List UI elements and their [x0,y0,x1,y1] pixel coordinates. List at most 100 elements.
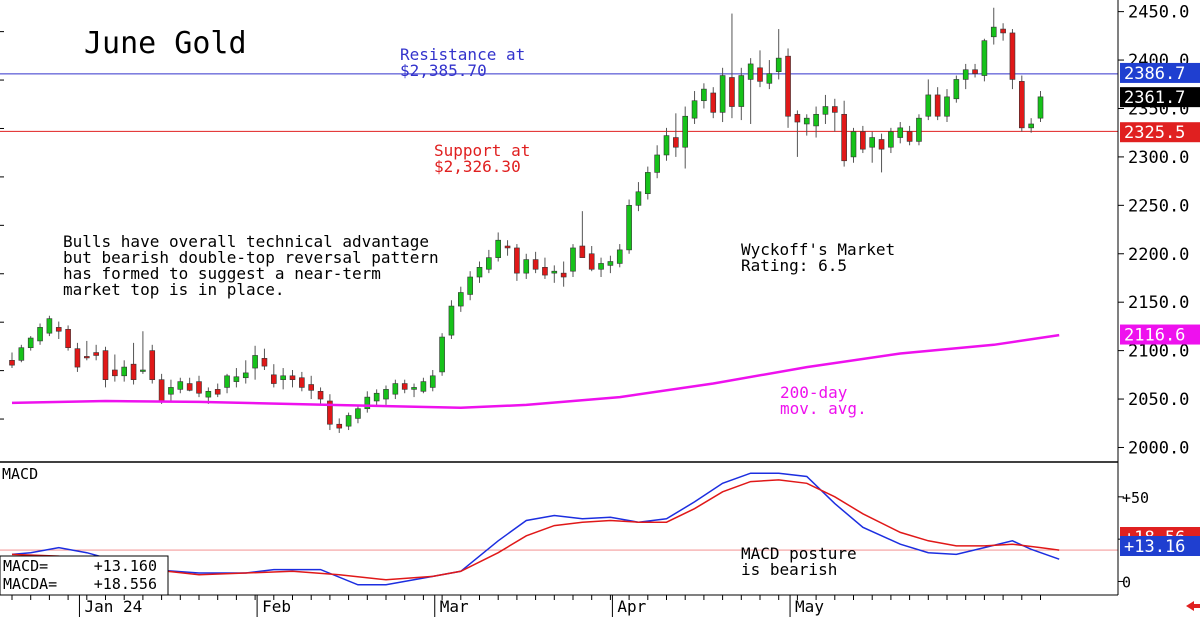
candle-up [616,249,623,264]
macd-line [11,472,1060,586]
candle-up [392,383,399,395]
candle-down [532,259,539,270]
candle-up [869,137,876,148]
candle-up [888,131,894,148]
candle-down [514,247,520,274]
candle-down [579,245,586,258]
candle-up [457,292,464,307]
candle-up [663,135,670,156]
candle-up [37,327,43,342]
candle-down [934,94,941,117]
candle-up [439,336,445,373]
candle-up [644,172,651,195]
candle-up [626,205,632,251]
candle-down [74,348,81,368]
ma-flag [1120,324,1200,345]
candle-down [794,113,801,123]
candle-up [383,389,389,400]
candle-up [738,75,745,107]
candle-down [542,267,548,276]
candle-up [523,259,530,274]
candle-up [775,57,782,72]
candle-up [990,26,997,38]
price-tick-label: 2450.0 [1128,3,1189,23]
candle-up [467,276,473,295]
candle-up [953,79,960,100]
candle-up [598,263,604,270]
date-axis: Jan 24 Feb Mar Apr May [11,595,1041,617]
macd-tick-label: 0 [1122,573,1131,591]
moving-average [11,333,1060,410]
candle-up [252,355,258,369]
date-tick-label: Apr [617,597,646,616]
candle-up [46,318,53,334]
candle-down [860,131,866,150]
candle-up [355,408,361,419]
candle-up [233,376,240,382]
candle-up [813,113,819,127]
candle-up [177,381,184,390]
macd-lines [11,472,1060,586]
candle-up [168,387,174,395]
candle-down [84,356,90,359]
candle-down [785,55,791,117]
candle-down [261,358,268,367]
scroll-arrow-icon[interactable] [1186,601,1200,611]
last-price-flag-text: 2361.7 [1124,88,1185,108]
candle-down [560,272,567,278]
ma-200-line [11,333,1060,410]
commentary-text: Bulls have overall technical advantage bu… [63,232,439,299]
date-tick-label: Jan 24 [84,597,142,616]
candlesticks [9,7,1044,433]
candle-down [673,137,679,148]
candle-up [1037,96,1044,119]
resistance-flag-text: 2386.7 [1124,64,1185,84]
candle-down [710,92,717,113]
price-tick-label: 2300.0 [1128,148,1189,168]
candle-up [850,131,857,158]
candle-up [429,375,436,388]
date-tick-label: May [795,597,824,616]
support-flag-text: 2325.5 [1124,123,1185,143]
candle-down [93,352,99,356]
macda-readout-label: MACDA= [3,575,57,593]
candle-up [224,375,230,388]
candle-up [345,415,352,427]
candle-down [102,350,109,380]
candle-down [196,381,202,394]
last-price-flag [1120,87,1200,108]
candle-down [972,69,978,74]
candle-up [701,88,707,102]
candle-up [140,369,146,372]
candle-down [327,400,333,425]
date-tick-label: Feb [262,597,291,616]
date-tick-label: Mar [440,597,469,616]
candle-down [729,77,735,107]
chart-title: June Gold [84,26,247,61]
candle-up [1028,123,1034,129]
candle-up [981,40,988,76]
candle-down [878,139,885,150]
candle-down [149,350,156,380]
resistance-label: Resistance at $2,385.70 [400,45,525,80]
candle-down [757,67,763,82]
annotations: Resistance at $2,385.70 Support at $2,326.3… [63,45,895,579]
candle-up [803,117,810,125]
macd-readout-value: +13.160 [94,557,157,575]
candle-down [158,379,165,402]
candle-down [9,360,15,366]
price-tick-label: 2100.0 [1128,342,1189,362]
candle-up [897,127,904,138]
ma-flag-text: 2116.6 [1124,326,1185,346]
candle-up [654,154,660,173]
candle-up [570,247,576,272]
candle-down [588,253,595,270]
macd-tick-label: +50 [1122,489,1149,507]
candle-up [364,396,371,410]
wyckoff-rating-text: Wyckoff's Market Rating: 6.5 [741,240,895,275]
macd-flag [1120,536,1200,556]
candle-down [401,383,408,390]
candle-down [289,375,296,380]
candle-up [747,63,754,80]
candle-up [476,267,483,278]
